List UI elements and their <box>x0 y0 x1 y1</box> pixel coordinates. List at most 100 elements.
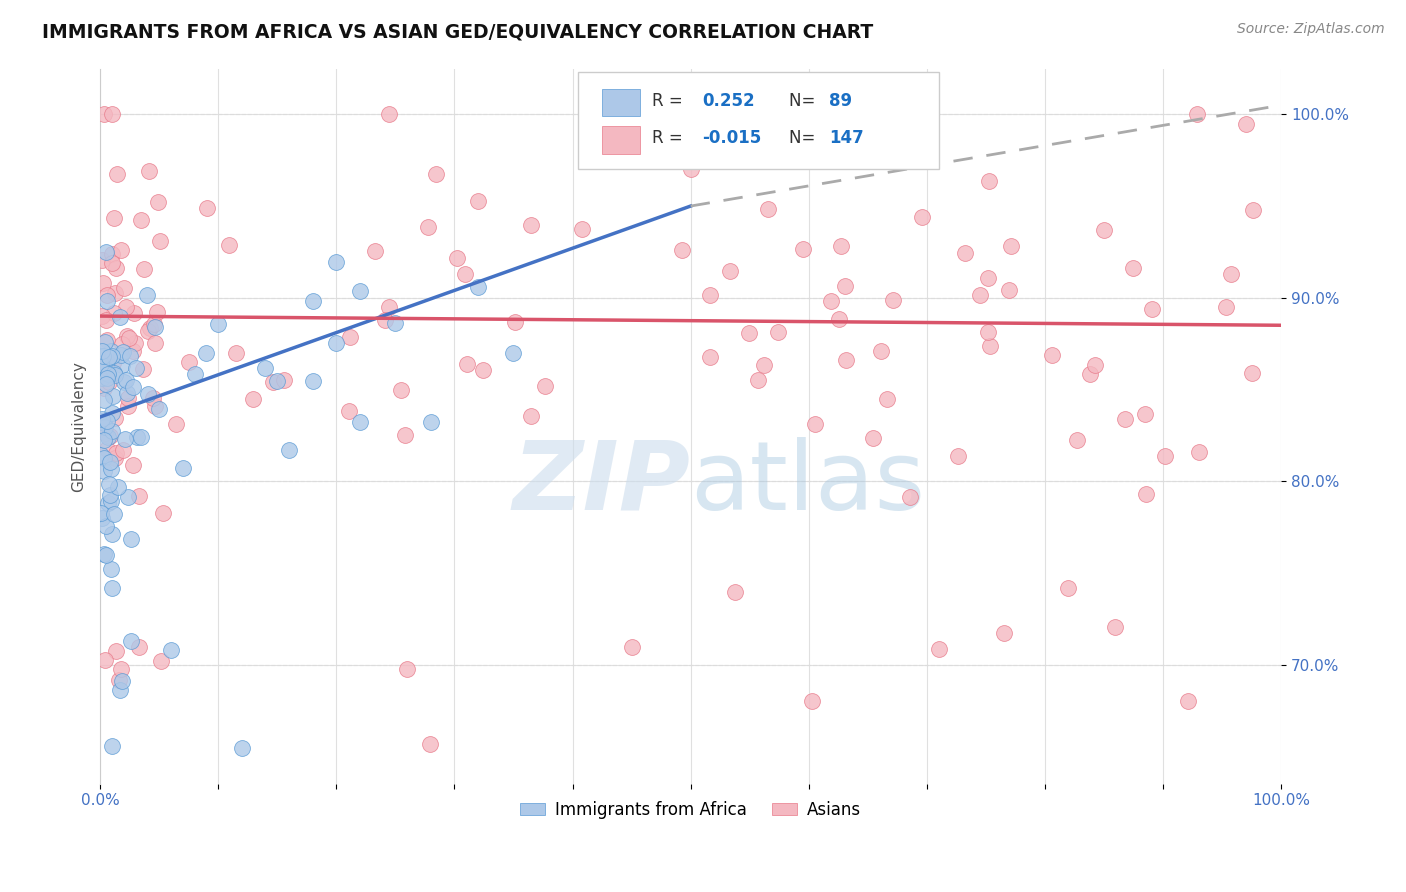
Point <box>91 414 114 428</box>
Point <box>112 281 135 295</box>
Point <box>101 526 124 541</box>
Text: 89: 89 <box>828 92 852 110</box>
Point <box>96 442 118 457</box>
Point <box>160 643 183 657</box>
Point <box>900 491 922 505</box>
Point <box>149 654 172 668</box>
Point <box>110 674 132 689</box>
Point <box>103 507 125 521</box>
Point <box>273 373 295 387</box>
Point <box>993 625 1015 640</box>
Point <box>1000 239 1022 253</box>
Point <box>97 367 120 381</box>
Point <box>90 506 112 520</box>
Point <box>1177 694 1199 708</box>
Point <box>90 448 112 462</box>
Y-axis label: GED/Equivalency: GED/Equivalency <box>72 360 86 491</box>
Point <box>104 260 127 275</box>
Point <box>834 352 856 367</box>
Point <box>148 195 170 210</box>
Point <box>93 107 115 121</box>
Point <box>115 300 138 314</box>
Point <box>1133 407 1156 421</box>
Text: N=: N= <box>789 129 820 147</box>
Point <box>1078 367 1101 381</box>
Point <box>128 489 150 503</box>
Point <box>132 362 155 376</box>
Point <box>278 442 301 457</box>
Point <box>145 319 167 334</box>
Point <box>378 107 401 121</box>
Point <box>90 371 112 385</box>
Point <box>90 357 112 371</box>
Point <box>94 419 117 434</box>
Point <box>96 333 118 347</box>
Point <box>104 644 127 658</box>
Point <box>90 252 112 267</box>
Point <box>870 343 893 358</box>
Point <box>882 293 904 308</box>
Point <box>112 375 135 389</box>
Point <box>100 562 122 576</box>
Point <box>679 162 702 177</box>
Point <box>93 464 115 478</box>
Point <box>97 376 120 390</box>
Point <box>152 506 174 520</box>
Point <box>834 278 856 293</box>
Point <box>862 431 884 445</box>
Point <box>471 363 494 377</box>
Point <box>94 244 117 259</box>
Point <box>454 267 477 281</box>
Point <box>104 285 127 300</box>
Point <box>143 335 166 350</box>
Point <box>100 343 122 358</box>
Text: R =: R = <box>651 129 688 147</box>
Point <box>108 682 131 697</box>
Point <box>101 406 124 420</box>
Point <box>416 219 439 234</box>
Point <box>111 336 134 351</box>
Point <box>262 375 284 389</box>
Point <box>91 309 114 323</box>
Point <box>108 310 131 325</box>
Point <box>98 477 121 491</box>
Legend: Immigrants from Africa, Asians: Immigrants from Africa, Asians <box>513 794 868 825</box>
Point <box>1140 302 1163 317</box>
Point <box>103 366 125 380</box>
Point <box>131 429 153 443</box>
Point <box>96 288 118 302</box>
Point <box>93 380 115 394</box>
Point <box>91 411 114 425</box>
Point <box>520 409 543 423</box>
Point <box>127 430 149 444</box>
Point <box>1135 487 1157 501</box>
FancyBboxPatch shape <box>602 89 640 117</box>
Point <box>108 673 131 688</box>
Point <box>195 345 218 359</box>
Point <box>103 389 125 403</box>
Text: R =: R = <box>651 92 688 110</box>
Point <box>110 243 132 257</box>
Point <box>699 287 721 301</box>
Point <box>419 737 441 751</box>
Point <box>820 294 842 309</box>
Point <box>301 374 323 388</box>
Point <box>876 392 898 407</box>
Point <box>969 288 991 302</box>
Point <box>96 519 118 533</box>
Point <box>139 320 162 334</box>
Point <box>110 348 132 362</box>
Text: Source: ZipAtlas.com: Source: ZipAtlas.com <box>1237 22 1385 37</box>
Point <box>132 262 155 277</box>
Point <box>136 288 159 302</box>
Point <box>830 239 852 253</box>
Point <box>96 359 118 373</box>
FancyBboxPatch shape <box>578 72 939 169</box>
Point <box>419 415 441 429</box>
Point <box>97 350 120 364</box>
Point <box>93 433 115 447</box>
Point <box>148 402 170 417</box>
Point <box>90 511 112 525</box>
Point <box>998 283 1021 297</box>
Text: atlas: atlas <box>690 437 925 530</box>
